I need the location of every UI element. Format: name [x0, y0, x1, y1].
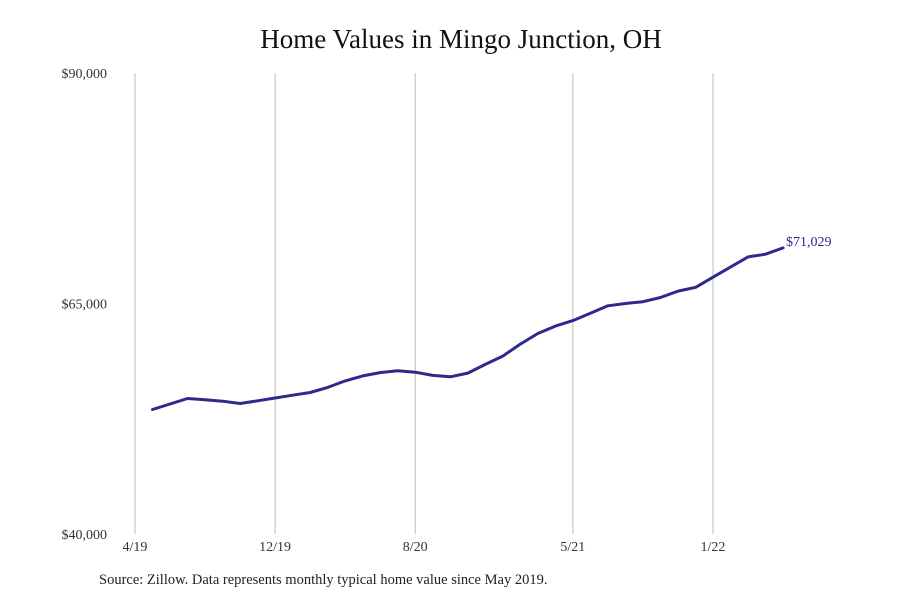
vertical-gridlines: [134, 73, 714, 534]
series-line: [151, 246, 785, 411]
x-tick-label: 8/20: [403, 540, 428, 555]
x-axis-ticks: 4/19 12/19 8/20 5/21 1/22: [123, 540, 726, 555]
source-note: Source: Zillow. Data represents monthly …: [99, 572, 548, 588]
series-group: [151, 246, 785, 411]
x-tick-label: 4/19: [123, 540, 148, 555]
last-value-label: $71,029: [786, 235, 832, 250]
x-tick-label: 5/21: [560, 540, 585, 555]
x-tick-label: 1/22: [701, 540, 726, 555]
y-tick-label: $40,000: [62, 528, 108, 543]
y-tick-label: $65,000: [62, 298, 108, 313]
chart-title: Home Values in Mingo Junction, OH: [260, 24, 662, 54]
y-axis-ticks: $40,000 $65,000 $90,000: [62, 67, 108, 543]
x-tick-label: 12/19: [259, 540, 291, 555]
y-tick-label: $90,000: [62, 67, 108, 82]
